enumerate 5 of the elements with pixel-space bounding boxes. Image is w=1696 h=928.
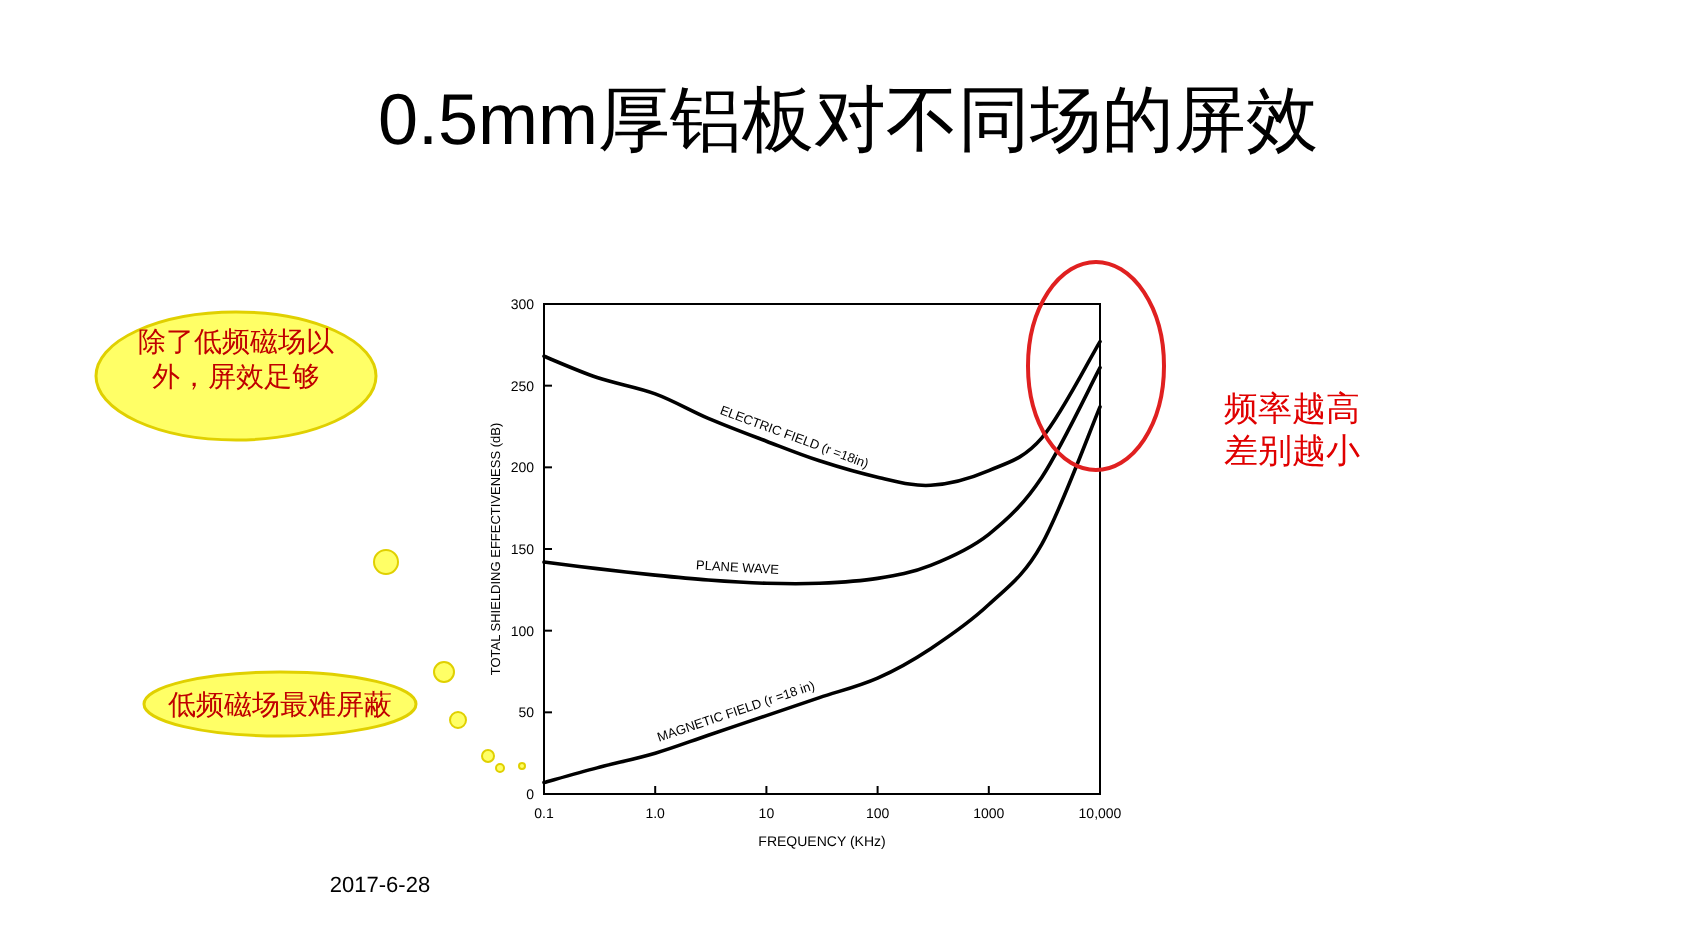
text: 除了低频磁场以外，屏效足够 [138, 325, 334, 393]
text: 低频磁场最难屏蔽 [168, 688, 392, 720]
chart-title: 0.5mm厚铝板对不同场的屏效 [377, 78, 1319, 160]
text: 2017-6-28 [329, 874, 431, 898]
text: 频率越高差别越小 [1224, 389, 1360, 471]
